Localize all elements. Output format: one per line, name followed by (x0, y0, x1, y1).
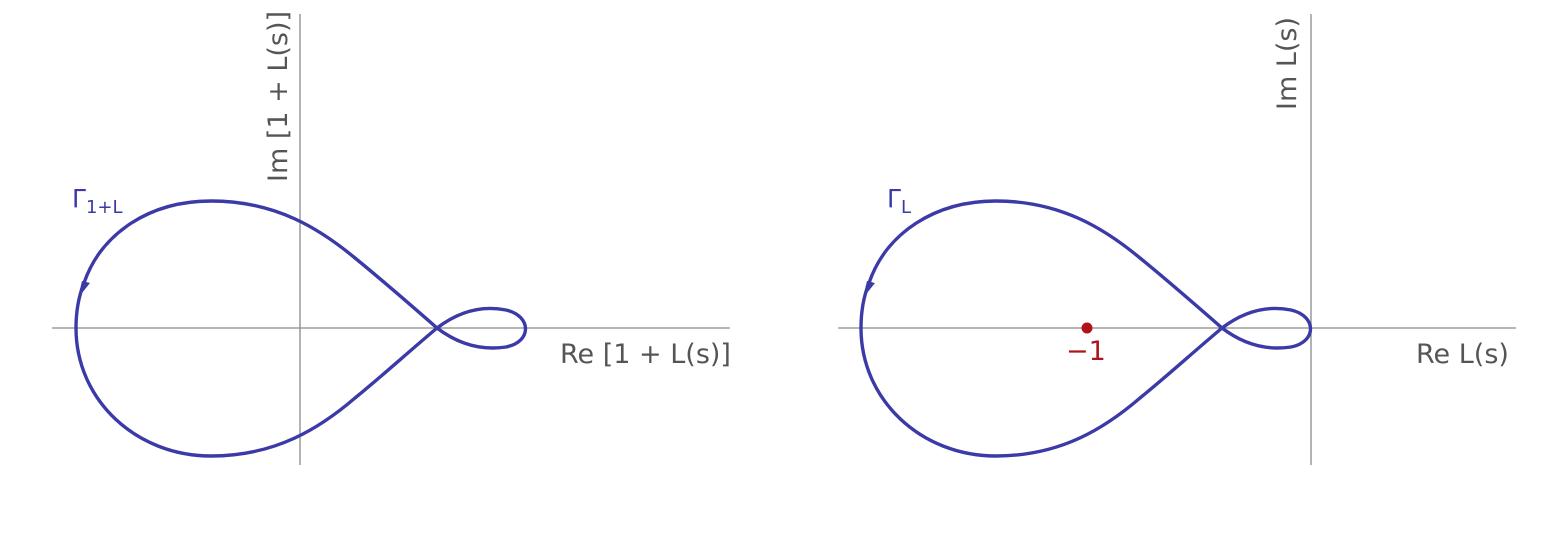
left-direction-arrow (78, 281, 90, 298)
right-direction-arrow (863, 281, 875, 298)
left-curve-label: Γ1+L (72, 184, 123, 218)
right-x-axis-label: Re L(s) (1416, 339, 1509, 370)
right-y-axis-label: Im L(s) (1272, 17, 1303, 110)
left-x-axis-label: Re [1 + L(s)] (560, 339, 731, 370)
right-curve-label: ΓL (887, 184, 911, 218)
left-plot: Γ1+L Re [1 + L(s)] Im [1 + L(s)] (52, 11, 731, 465)
critical-point-label: −1 (1066, 336, 1106, 367)
critical-point-marker (1081, 322, 1093, 334)
left-nyquist-curve (74, 199, 527, 458)
left-y-axis-label: Im [1 + L(s)] (263, 11, 294, 182)
right-nyquist-curve (859, 199, 1312, 458)
right-plot: −1 ΓL Re L(s) Im L(s) (838, 14, 1516, 465)
